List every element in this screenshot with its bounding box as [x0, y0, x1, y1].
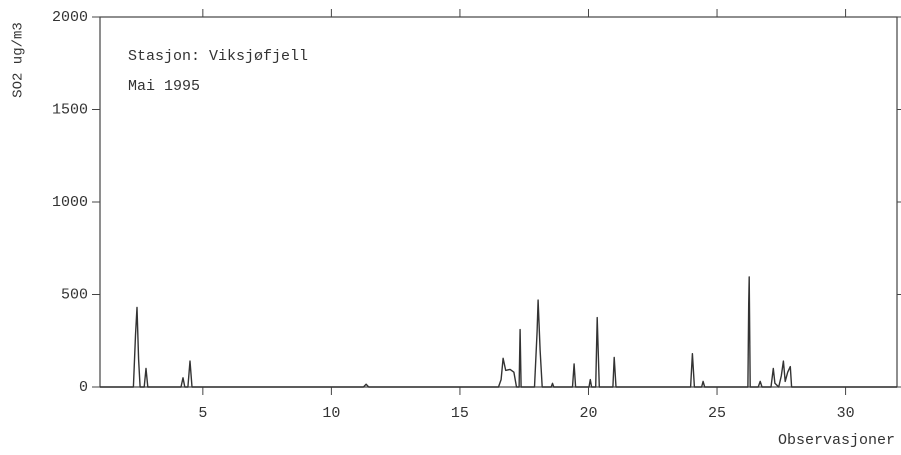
- annotation: Stasjon: Viksjøfjell: [128, 48, 308, 65]
- y-tick-label: 500: [61, 286, 88, 303]
- x-tick-label: 15: [451, 405, 469, 422]
- annotation: Mai 1995: [128, 78, 200, 95]
- x-axis-label: Observasjoner: [778, 432, 895, 449]
- y-tick-label: 1500: [52, 101, 88, 118]
- y-tick-label: 0: [79, 379, 88, 396]
- data-line: [100, 276, 897, 388]
- x-tick-label: 25: [708, 405, 726, 422]
- y-tick-label: 2000: [52, 9, 88, 26]
- plot-frame: [99, 16, 898, 388]
- x-tick-label: 30: [837, 405, 855, 422]
- y-axis-label: SO2 ug/m3: [11, 22, 27, 98]
- y-tick-label: 1000: [52, 194, 88, 211]
- x-tick-label: 10: [322, 405, 340, 422]
- x-tick-label: 5: [198, 405, 207, 422]
- x-tick-label: 20: [579, 405, 597, 422]
